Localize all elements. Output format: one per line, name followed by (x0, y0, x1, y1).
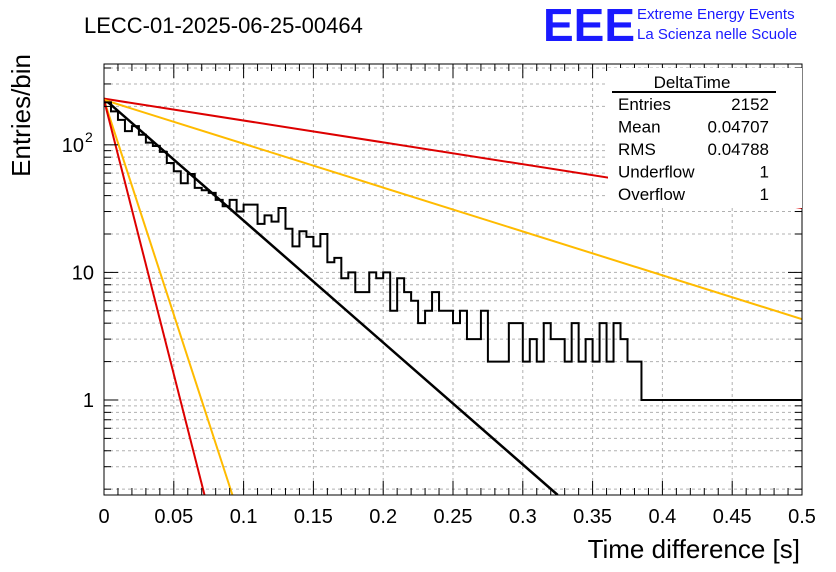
stats-label: Entries (618, 95, 671, 114)
stats-rows: Entries 2152 Mean 0.04707 RMS 0.04788 Underflo… (618, 95, 769, 204)
y-tick-label: 1 (83, 390, 94, 412)
x-tick-label: 0.25 (434, 506, 473, 528)
x-tick-labels: 0 0.05 0.1 0.15 0.2 0.25 0.3 0.35 0.4 0.45 0.5 (98, 506, 815, 528)
stats-label: Underflow (618, 163, 695, 182)
brand-line-1: Extreme Energy Events (637, 6, 795, 23)
histogram-outline (104, 101, 802, 401)
stats-value: 0.04707 (708, 118, 769, 137)
eee-logo: EEE (543, 0, 635, 51)
stats-label: Overflow (618, 185, 686, 204)
x-tick-label: 0.45 (713, 506, 752, 528)
histogram (104, 101, 802, 401)
stats-box-name: DeltaTime (654, 73, 731, 92)
chart-title: LECC-01-2025-06-25-00464 (84, 13, 363, 38)
y-tick-label-exponent: 2 (85, 129, 93, 145)
stats-label: RMS (618, 140, 656, 159)
stats-value: 2152 (731, 95, 769, 114)
y-tick-label: 10 (62, 135, 84, 157)
stats-box: DeltaTime Entries 2152 Mean 0.04707 RMS 0.047… (608, 68, 802, 208)
x-tick-label: 0.35 (573, 506, 612, 528)
fit-curve-5 (104, 99, 206, 495)
brand-line-2: La Scienza nelle Scuole (637, 26, 797, 43)
fit-curve-3 (104, 98, 802, 321)
x-tick-label: 0.15 (294, 506, 333, 528)
x-axis-title: Time difference [s] (588, 534, 800, 564)
x-tick-label: 0.5 (788, 506, 816, 528)
stats-value: 0.04788 (708, 140, 769, 159)
stats-label: Mean (618, 118, 661, 137)
fit-curve-1 (104, 97, 559, 495)
x-tick-label: 0.05 (154, 506, 193, 528)
x-tick-label: 0 (98, 506, 109, 528)
stats-value: 1 (760, 163, 769, 182)
fit-curve-4 (104, 99, 234, 495)
y-tick-label: 10 (72, 262, 94, 284)
x-tick-label: 0.2 (369, 506, 397, 528)
x-tick-label: 0.4 (648, 506, 676, 528)
x-tick-label: 0.3 (509, 506, 537, 528)
x-tick-label: 0.1 (230, 506, 258, 528)
stats-value: 1 (760, 185, 769, 204)
grid (104, 64, 802, 495)
y-axis-title: Entries/bin (6, 54, 36, 177)
